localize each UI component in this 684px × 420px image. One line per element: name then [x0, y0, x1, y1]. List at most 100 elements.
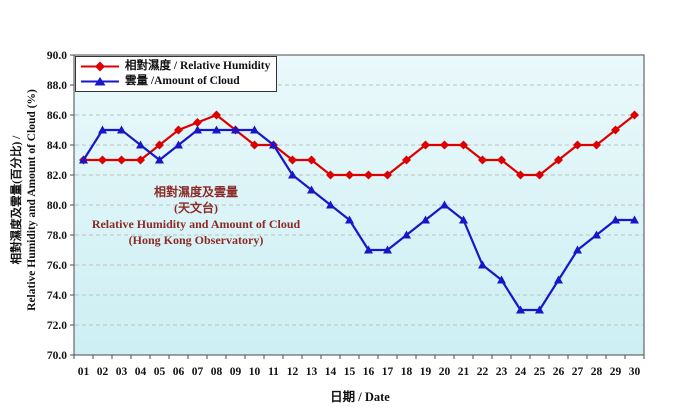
cloud-point	[307, 185, 316, 194]
cloud-point	[459, 215, 468, 224]
x-tick-label: 14	[325, 366, 337, 378]
humidity-legend-marker-icon	[81, 61, 119, 72]
x-tick-label: 26	[553, 366, 565, 378]
humidity-point	[117, 155, 126, 165]
x-tick-label: 12	[287, 366, 299, 378]
cloud-point	[573, 245, 582, 254]
humidity-point	[611, 125, 620, 135]
y-tick-label: 74.0	[47, 290, 67, 302]
x-tick-label: 15	[344, 366, 356, 378]
x-axis-title: 日期 / Date	[330, 390, 390, 404]
humidity-point	[288, 155, 297, 165]
x-tick-label: 04	[135, 366, 147, 378]
cloud-point	[250, 125, 259, 134]
x-tick-label: 23	[496, 366, 508, 378]
chart-inner-title: 相對濕度及雲量 (天文台) Relative Humidity and Amou…	[70, 184, 322, 248]
cloud-point	[554, 275, 563, 284]
humidity-point	[478, 155, 487, 165]
x-tick-label: 24	[515, 366, 527, 378]
cloud-point	[288, 170, 297, 179]
cloud-point	[193, 125, 202, 134]
x-tick-label: 19	[420, 366, 432, 378]
x-tick-label: 27	[572, 366, 584, 378]
cloud-point	[440, 200, 449, 209]
x-tick-label: 18	[401, 366, 413, 378]
plot-area: 70.0 72.0 74.0 76.0 78.0 80.0 82.0 84.0 86.0 88.0…	[47, 50, 645, 378]
chart-subtitle-english: (Hong Kong Observatory)	[128, 233, 264, 247]
x-tick-label: 30	[629, 366, 641, 378]
humidity-point	[98, 155, 107, 165]
cloud-point	[478, 260, 487, 269]
humidity-point	[193, 118, 202, 127]
legend-item-cloud: 雲量 /Amount of Cloud	[80, 74, 270, 89]
y-tick-label: 80.0	[47, 200, 67, 212]
humidity-point	[535, 170, 544, 180]
x-tick-label: 17	[382, 366, 394, 378]
humidity-point	[440, 140, 449, 150]
cloud-point	[421, 215, 430, 224]
x-tick-label: 02	[97, 366, 109, 378]
chart-subtitle-chinese: (天文台)	[174, 201, 218, 215]
humidity-line	[83, 113, 636, 177]
humidity-point	[345, 170, 354, 180]
y-tick-label: 82.0	[47, 170, 67, 182]
humidity-point	[459, 140, 468, 150]
humidity-point	[212, 110, 221, 120]
cloud-legend-marker-icon	[81, 77, 119, 86]
humidity-point	[402, 155, 411, 165]
x-tick-label: 05	[154, 366, 166, 378]
y-tick-label: 84.0	[47, 140, 67, 152]
cloud-point	[117, 125, 126, 134]
cloud-point	[364, 245, 373, 254]
humidity-point	[630, 110, 639, 120]
x-tick-label: 07	[192, 366, 204, 378]
humidity-point	[497, 155, 506, 165]
cloud-point	[383, 245, 392, 254]
cloud-point	[155, 155, 164, 164]
y-tick-label: 90.0	[47, 50, 67, 62]
x-tick-label: 13	[306, 366, 318, 378]
x-tick-label: 25	[534, 366, 546, 378]
y-axis-title: 相對濕度及雲量(百分比) / Relative Humidity and Amo…	[10, 29, 40, 371]
legend: 相對濕度 / Relative Humidity 雲量 /Amount of C…	[75, 56, 278, 92]
y-tick-label: 76.0	[47, 260, 67, 272]
y-tick-label: 88.0	[47, 80, 67, 92]
y-tick-label: 70.0	[47, 350, 67, 362]
cloud-point	[611, 215, 620, 224]
y-tick-label: 78.0	[47, 230, 67, 242]
x-tick-label: 20	[439, 366, 451, 378]
x-tick-label: 29	[610, 366, 622, 378]
y-tick-label: 72.0	[47, 320, 67, 332]
x-tick-label: 03	[116, 366, 128, 378]
legend-item-humidity: 相對濕度 / Relative Humidity	[80, 59, 270, 74]
y-axis-title-line1: 相對濕度及雲量(百分比) /	[11, 135, 23, 265]
cloud-point	[79, 155, 88, 164]
cloud-point	[497, 275, 506, 284]
x-tick-label: 09	[230, 366, 242, 378]
cloud-point	[326, 200, 335, 209]
x-tick-label: 16	[363, 366, 375, 378]
legend-label-humidity: 相對濕度 / Relative Humidity	[125, 60, 271, 72]
x-tick-label: 06	[173, 366, 185, 378]
legend-label-cloud: 雲量 /Amount of Cloud	[125, 75, 240, 87]
cloud-point	[212, 125, 221, 134]
cloud-point	[136, 140, 145, 149]
x-tick-label: 10	[249, 366, 261, 378]
cloud-point	[592, 230, 601, 239]
cloud-point	[630, 215, 639, 224]
x-tick-label: 22	[477, 366, 489, 378]
humidity-point	[554, 155, 563, 165]
cloud-point	[231, 125, 240, 134]
humidity-point	[383, 170, 392, 180]
humidity-point	[516, 170, 525, 180]
humidity-point	[136, 155, 145, 165]
chart-title-english: Relative Humidity and Amount of Cloud	[91, 217, 301, 231]
cloud-point	[535, 305, 544, 314]
x-tick-label: 01	[78, 366, 90, 378]
x-tick-label: 11	[268, 366, 279, 378]
humidity-point	[421, 140, 430, 150]
cloud-point	[269, 140, 278, 149]
humidity-point	[250, 140, 259, 150]
x-tick-label: 28	[591, 366, 603, 378]
